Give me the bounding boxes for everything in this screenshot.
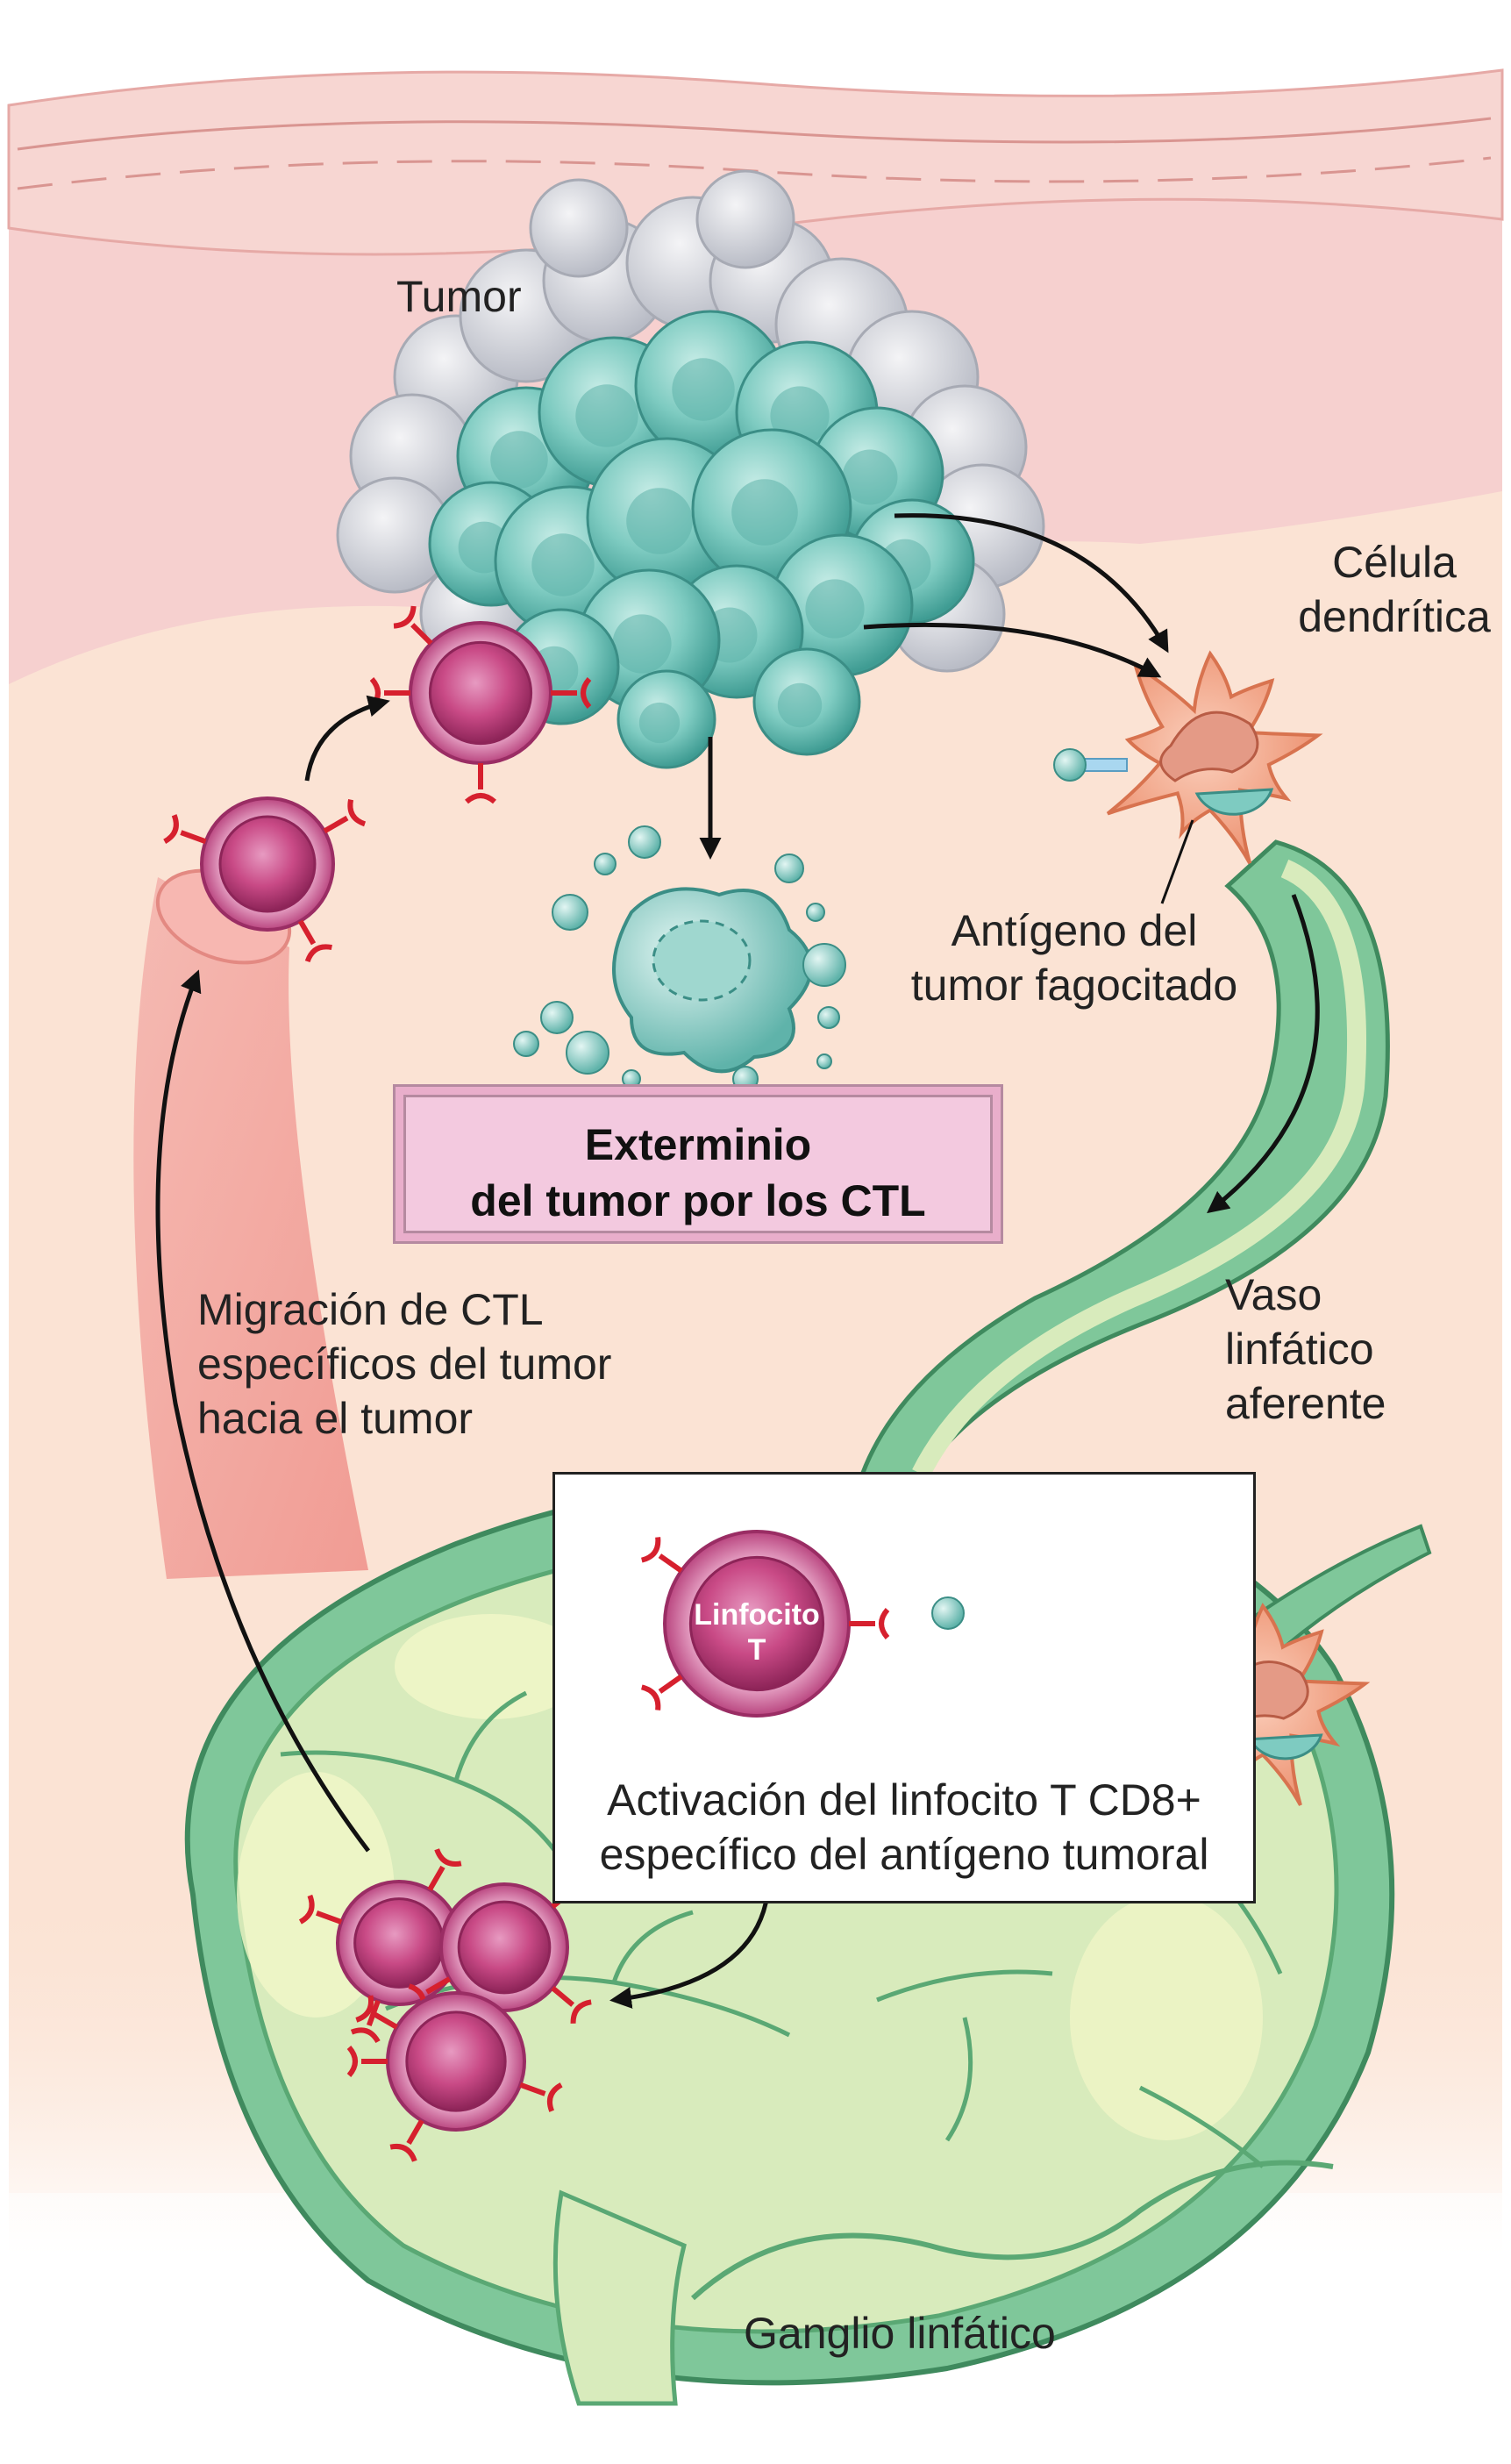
activation-line-2: específico del antígeno tumoral [555,1827,1253,1882]
killing-line-1: Exterminio [396,1117,1001,1173]
activation-line-1: Activación del linfocito T CD8+ [555,1773,1253,1827]
phagocytosed-antigen-line-1: Antígeno del [903,903,1245,958]
dendritic-cell-label: Célula dendrítica [1289,535,1500,644]
lymph-node-label: Ganglio linfático [744,2306,1056,2360]
migration-line-3: hacia el tumor [197,1391,611,1446]
t-cell-label-line-1: Linfocito [660,1597,853,1632]
afferent-vessel-line-1: Vaso [1225,1268,1386,1322]
migration-label: Migración de CTL específicos del tumor h… [197,1282,611,1446]
killing-callout-text: Exterminio del tumor por los CTL [396,1117,1001,1229]
afferent-vessel-line-3: aferente [1225,1376,1386,1431]
t-cell-label: Linfocito T [660,1597,853,1668]
killing-line-2: del tumor por los CTL [396,1173,1001,1229]
afferent-vessel-label: Vaso linfático aferente [1225,1268,1386,1431]
killing-callout-box: Exterminio del tumor por los CTL [393,1084,1003,1244]
dendritic-cell-label-line-1: Célula [1289,535,1500,589]
t-cell-label-line-2: T [660,1632,853,1668]
afferent-vessel-line-2: linfático [1225,1322,1386,1376]
activation-inset-box: Linfocito T Activación del linfocito T C… [552,1472,1256,1903]
phagocytosed-antigen-line-2: tumor fagocitado [903,958,1245,1012]
dendritic-cell-label-line-2: dendrítica [1289,589,1500,644]
activation-label: Activación del linfocito T CD8+ específi… [555,1773,1253,1882]
tumor-label: Tumor [396,269,522,324]
migration-line-2: específicos del tumor [197,1337,611,1391]
phagocytosed-antigen-label: Antígeno del tumor fagocitado [903,903,1245,1012]
migration-line-1: Migración de CTL [197,1282,611,1337]
